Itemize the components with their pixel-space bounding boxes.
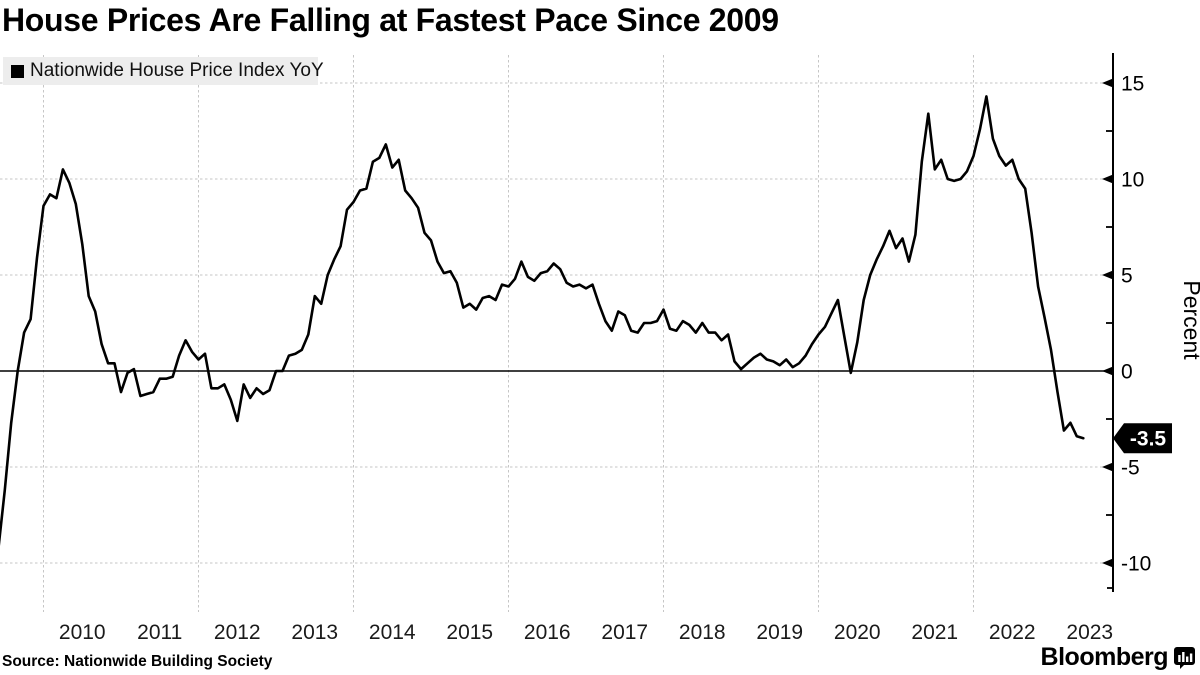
x-tick-label: 2023: [1066, 621, 1113, 644]
y-tick-arrow: [1102, 558, 1113, 568]
source-note: Source: Nationwide Building Society: [2, 653, 273, 670]
y-tick-arrow: [1102, 270, 1113, 280]
x-tick-label: 2013: [291, 621, 338, 644]
x-tick-label: 2011: [137, 621, 182, 644]
x-tick-label: 2010: [59, 621, 106, 644]
legend: Nationwide House Price Index YoY: [3, 57, 324, 85]
legend-label: Nationwide House Price Index YoY: [30, 60, 324, 81]
y-tick-arrow: [1102, 462, 1113, 472]
x-tick-label: 2018: [679, 621, 726, 644]
x-tick-label: 2015: [446, 621, 493, 644]
bloomberg-wordmark: Bloomberg: [1040, 643, 1169, 671]
x-tick-label: 2014: [369, 621, 416, 644]
x-tick-label: 2020: [834, 621, 881, 644]
y-tick-arrow: [1102, 366, 1113, 376]
y-axis-title: Percent: [1179, 280, 1200, 360]
y-tick-label: -10: [1121, 553, 1151, 576]
price-line: [0, 95, 1085, 547]
x-tick-label: 2016: [524, 621, 571, 644]
y-tick-label: 0: [1121, 361, 1133, 384]
x-tick-label: 2019: [756, 621, 803, 644]
x-tick-label: 2017: [601, 621, 648, 644]
y-tick-label: 15: [1121, 73, 1144, 96]
page-title: House Prices Are Falling at Fastest Pace…: [2, 2, 779, 38]
x-tick-label: 2012: [214, 621, 261, 644]
last-value-badge: [1113, 423, 1172, 454]
y-tick-label: 5: [1121, 265, 1133, 288]
bloomberg-logo: Bloomberg: [1041, 643, 1195, 672]
last-value-badge-text: -3.5: [1130, 428, 1167, 451]
x-tick-label: 2022: [989, 621, 1036, 644]
bar-chart-bubble-icon: [1174, 646, 1195, 669]
y-tick-label: -5: [1121, 457, 1140, 480]
y-tick-arrow: [1102, 174, 1113, 184]
y-tick-label: 10: [1121, 169, 1144, 192]
y-tick-arrow: [1102, 78, 1113, 88]
legend-swatch-icon: [11, 64, 24, 78]
x-tick-label: 2021: [911, 621, 958, 644]
